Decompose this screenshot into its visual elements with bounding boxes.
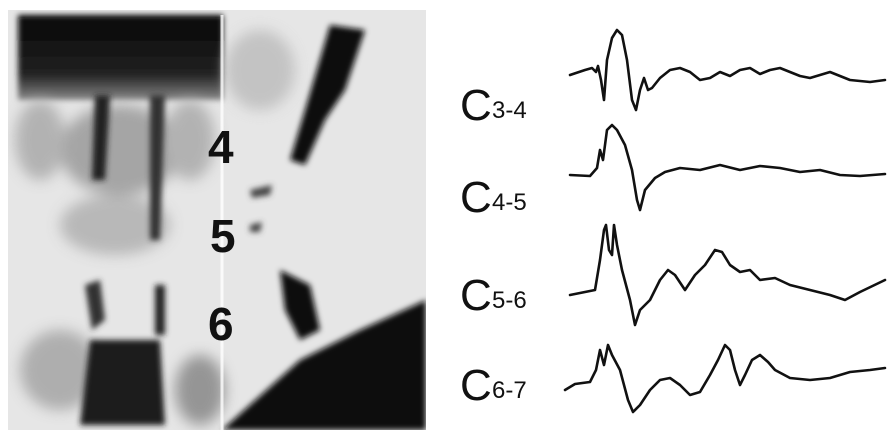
figure: 456 C3-4C4-5C5-6C6-7 <box>0 0 888 435</box>
trace <box>570 125 885 210</box>
xray-level-labels: 4 5 6 <box>208 121 236 350</box>
trace <box>570 225 885 325</box>
trace <box>570 30 885 110</box>
level-label: 4 <box>208 121 234 173</box>
trace-letter: C <box>460 361 492 410</box>
trace <box>565 345 885 412</box>
level-label: 6 <box>208 298 234 350</box>
trace-level: 6-7 <box>492 377 527 404</box>
trace-letter: C <box>460 173 492 222</box>
trace-level: 5-6 <box>492 287 527 314</box>
trace-letter: C <box>460 271 492 320</box>
trace-level: 3-4 <box>492 97 527 124</box>
trace-letter: C <box>460 81 492 130</box>
level-label: 5 <box>210 210 236 262</box>
traces <box>565 30 885 412</box>
trace-level: 4-5 <box>492 189 527 216</box>
